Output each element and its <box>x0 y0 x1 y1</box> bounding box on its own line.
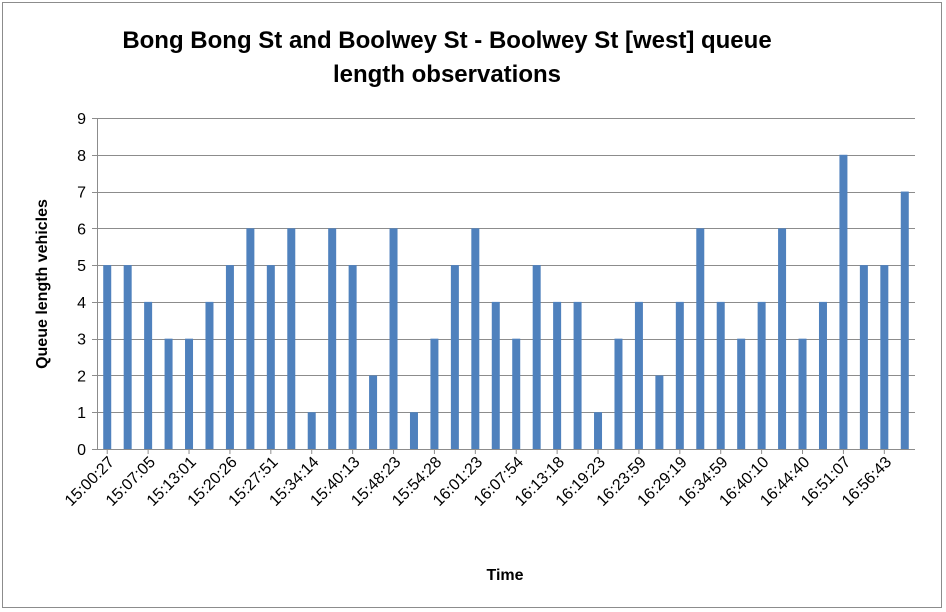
bar <box>859 265 868 449</box>
y-axis-title: Queue length vehicles <box>34 199 51 369</box>
y-tick-label: 7 <box>77 185 86 202</box>
y-axis-tick-labels: 0 1 2 3 4 5 6 7 8 9 <box>77 111 86 459</box>
y-tick-label: 5 <box>77 258 86 275</box>
chart-title-line-1: Bong Bong St and Boolwey St - Boolwey St… <box>122 27 771 54</box>
bar <box>287 228 296 449</box>
bar <box>778 228 787 449</box>
bar <box>553 301 562 449</box>
bar <box>307 412 316 449</box>
x-axis-title: Time <box>486 567 523 584</box>
bar <box>900 191 909 450</box>
bar <box>430 338 439 449</box>
bar <box>675 301 684 449</box>
y-tick-label: 3 <box>77 332 86 349</box>
y-tick-label: 8 <box>77 148 86 165</box>
bar <box>614 338 623 449</box>
bar <box>389 228 398 449</box>
bar <box>716 301 725 449</box>
chart-title-line-2: length observations <box>333 61 561 88</box>
bar <box>328 228 337 449</box>
y-tick-label: 0 <box>77 442 86 459</box>
y-tick-label: 6 <box>77 221 86 238</box>
bar <box>634 301 643 449</box>
bar <box>839 154 848 449</box>
bar <box>696 228 705 449</box>
bar <box>369 375 378 449</box>
bar <box>409 412 418 449</box>
bar <box>266 265 275 449</box>
bars <box>103 154 909 450</box>
axes <box>92 118 915 454</box>
bar <box>348 265 357 449</box>
bar <box>225 265 234 449</box>
bar <box>818 301 827 449</box>
y-tick-label: 9 <box>77 111 86 128</box>
bar <box>491 301 500 449</box>
bar <box>594 412 603 449</box>
bar <box>123 265 132 449</box>
bar <box>144 301 153 449</box>
x-axis-tick-labels: 15:00:2715:07:0515:13:0115:20:2615:27:51… <box>62 454 895 510</box>
bar <box>205 301 214 449</box>
bar <box>164 338 173 449</box>
bar <box>450 265 459 449</box>
bar <box>185 338 194 449</box>
bar <box>737 338 746 449</box>
gridlines <box>97 118 915 413</box>
y-tick-label: 4 <box>77 295 86 312</box>
bar <box>757 301 766 449</box>
bar <box>573 301 582 449</box>
bar <box>655 375 664 449</box>
bar <box>798 338 807 449</box>
y-tick-label: 1 <box>77 405 86 422</box>
bar <box>103 265 112 449</box>
y-tick-label: 2 <box>77 368 86 385</box>
bar <box>471 228 480 449</box>
bar <box>512 338 521 449</box>
bar <box>880 265 889 449</box>
bar <box>246 228 255 449</box>
bar <box>532 265 541 449</box>
